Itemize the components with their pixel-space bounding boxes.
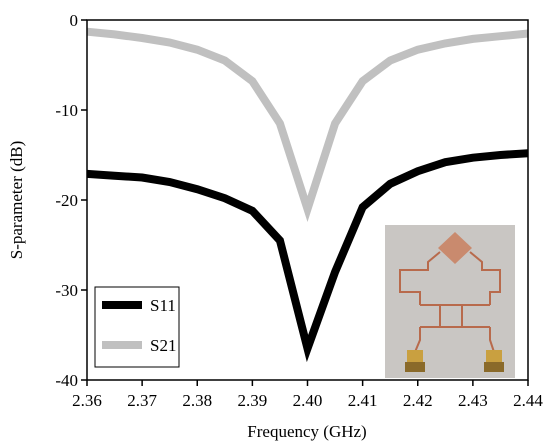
legend-label: S11 [150,296,176,315]
x-tick-label: 2.42 [403,391,433,410]
y-tick-label: -10 [55,101,78,120]
series-line [86,149,529,363]
plot-area [86,27,529,363]
y-tick-label: 0 [70,11,79,30]
y-tick-label: -30 [55,281,78,300]
x-tick-label: 2.37 [127,391,157,410]
inset-photo [385,225,515,378]
x-tick-label: 2.39 [238,391,268,410]
legend-label: S21 [150,336,176,355]
series-line [86,27,529,223]
y-tick-label: -40 [55,371,78,390]
x-tick-label: 2.36 [72,391,102,410]
x-tick-label: 2.41 [348,391,378,410]
x-tick-label: 2.38 [182,391,212,410]
y-axis-label: S-parameter (dB) [7,141,26,259]
x-tick-label: 2.40 [293,391,323,410]
x-tick-label: 2.43 [458,391,488,410]
x-tick-label: 2.44 [513,391,543,410]
legend: S11 S21 [94,286,180,368]
x-axis-label: Frequency (GHz) [247,422,366,441]
y-tick-label: -20 [55,191,78,210]
